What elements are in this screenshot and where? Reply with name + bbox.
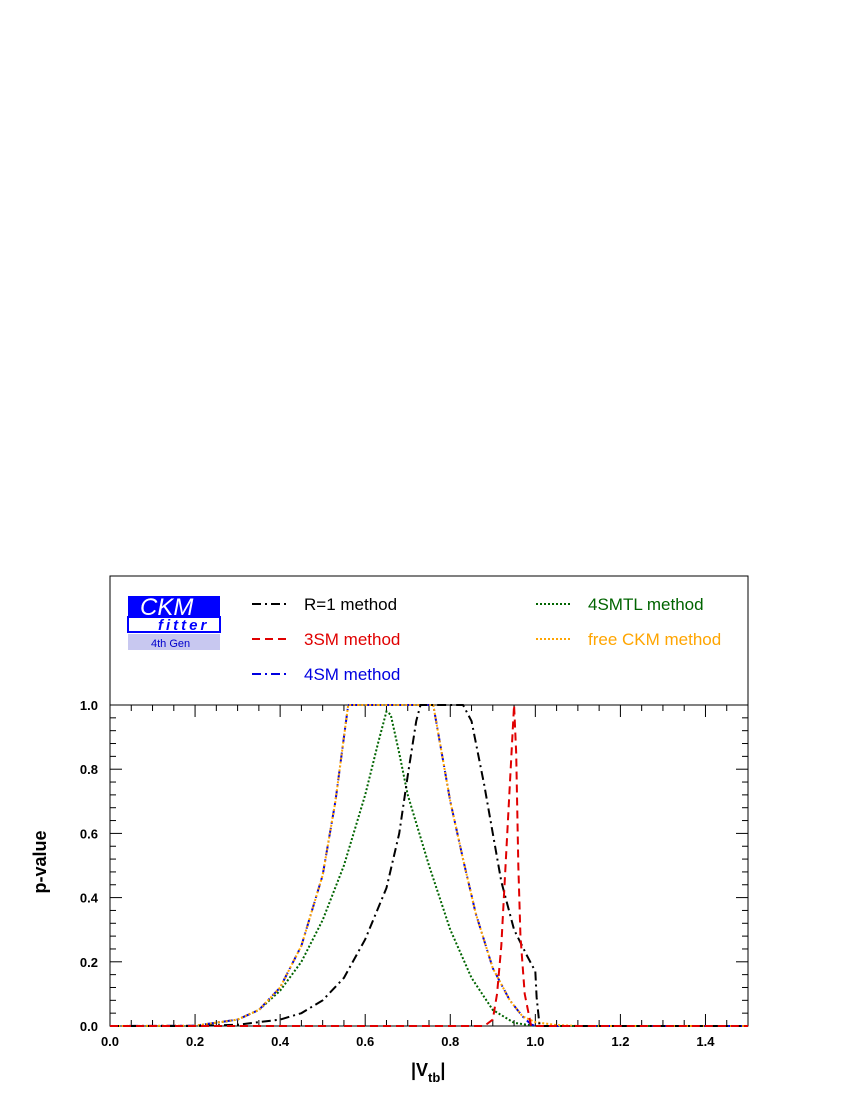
y-tick-label: 0.4 <box>80 891 99 906</box>
y-tick-label: 0.8 <box>80 762 98 777</box>
x-axis-title-main: |V <box>411 1060 428 1080</box>
logo-gen-band <box>128 634 220 650</box>
x-tick-label: 1.4 <box>696 1034 715 1049</box>
y-tick-label: 1.0 <box>80 698 98 713</box>
y-tick-label: 0.2 <box>80 955 98 970</box>
x-tick-label: 0.0 <box>101 1034 119 1049</box>
logo-sub-text: fitter <box>158 617 209 634</box>
x-tick-label: 0.6 <box>356 1034 374 1049</box>
ckmfitter-logo: CKM fitter 4th Gen <box>127 594 221 650</box>
series-line-free-ckm-method <box>109 704 748 1027</box>
legend-label: R=1 method <box>304 595 397 614</box>
plot-frame <box>109 704 749 1027</box>
series-line-r-1-method <box>110 704 748 1027</box>
x-tick-label: 0.8 <box>441 1034 459 1049</box>
legend-label: 4SM method <box>304 665 400 684</box>
x-tick-label: 0.4 <box>271 1034 290 1049</box>
legend-label: free CKM method <box>588 630 721 649</box>
series-line-4sm-method <box>109 704 748 1027</box>
logo-sub-frame <box>127 616 221 633</box>
legend-label: 3SM method <box>304 630 400 649</box>
x-axis-title-close: | <box>440 1060 445 1080</box>
axes: 0.0 0.2 0.4 0.6 0.8 1.0 1.2 1.4 0.0 0.2 0.4 0.6 0.8 1… <box>80 698 749 1049</box>
legend-entries: R=1 method 3SM method 4SM method 4SMTL meth… <box>252 595 721 684</box>
y-tick-label: 0.6 <box>80 826 98 841</box>
x-axis-title-sub: tb <box>428 1070 440 1085</box>
series-line-3sm-method <box>110 704 748 1027</box>
y-axis-title: p-value <box>30 830 50 893</box>
x-axis-title: |Vtb| <box>411 1060 445 1085</box>
x-tick-label: 0.2 <box>186 1034 204 1049</box>
x-tick-label: 1.0 <box>526 1034 544 1049</box>
x-tick-label: 1.2 <box>611 1034 629 1049</box>
y-tick-label: 0.0 <box>80 1019 98 1034</box>
series-line-4smtl-method <box>110 709 748 1027</box>
logo-main-band <box>128 596 220 617</box>
legend-label: 4SMTL method <box>588 595 704 614</box>
logo-gen-text: 4th Gen <box>151 638 190 650</box>
curves <box>109 704 748 1027</box>
